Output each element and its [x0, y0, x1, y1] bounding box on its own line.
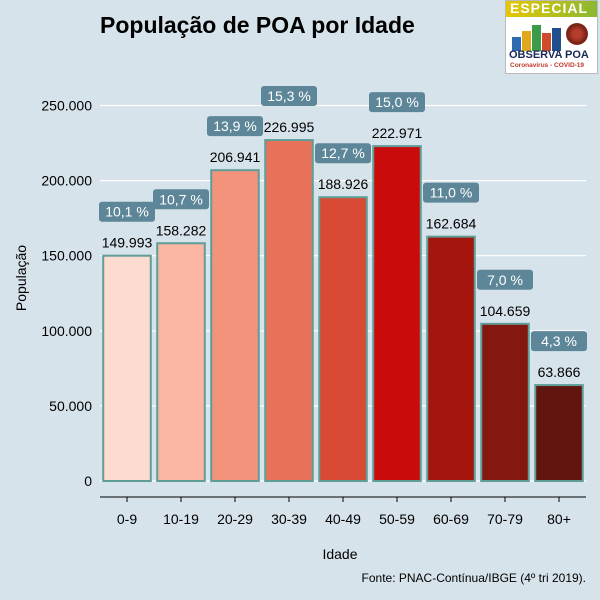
- observa-poa-logo: ESPECIAL OBSERVA POA Coronavirus - COVID…: [505, 0, 598, 74]
- value-label: 222.971: [372, 125, 423, 141]
- x-tick-label: 30-39: [271, 511, 307, 527]
- logo-name-text: OBSERVA POA: [509, 49, 589, 61]
- logo-building: [552, 28, 561, 51]
- y-tick-label: 0: [84, 473, 92, 489]
- logo-building: [542, 33, 551, 51]
- logo-building: [512, 37, 521, 51]
- percent-label: 4,3 %: [541, 333, 577, 349]
- x-tick-label: 40-49: [325, 511, 361, 527]
- percent-label-box: [261, 86, 317, 107]
- value-label: 188.926: [318, 176, 369, 192]
- y-tick-label: 250.000: [41, 98, 92, 114]
- percent-label: 11,0 %: [430, 185, 473, 201]
- logo-subtitle-text: Coronavirus - COVID-19: [510, 62, 585, 69]
- bar: [372, 145, 422, 482]
- bar: [480, 322, 530, 482]
- percent-label-box: [369, 92, 425, 113]
- value-label: 104.659: [480, 303, 531, 319]
- logo-banner: [506, 1, 597, 17]
- x-tick-label: 70-79: [487, 511, 523, 527]
- percent-label-box: [315, 143, 371, 164]
- value-label: 149.993: [102, 235, 153, 251]
- value-label: 162.684: [426, 216, 477, 232]
- y-tick-label: 50.000: [49, 398, 92, 414]
- bar: [534, 384, 584, 483]
- percent-label-box: [531, 331, 587, 352]
- percent-label-box: [99, 201, 155, 222]
- x-tick-label: 60-69: [433, 511, 469, 527]
- bar: [102, 254, 152, 482]
- bar-layer: [102, 139, 584, 483]
- percent-label-box: [423, 182, 479, 203]
- x-tick-label: 80+: [547, 511, 571, 527]
- x-tick-label: 0-9: [117, 511, 137, 527]
- logo-building: [532, 25, 541, 51]
- bar: [426, 235, 476, 482]
- value-label: 206.941: [210, 149, 261, 165]
- logo-building: [522, 31, 531, 51]
- chart-title: População de POA por Idade: [100, 12, 415, 38]
- percent-label: 15,3 %: [267, 88, 311, 104]
- bar: [210, 169, 260, 482]
- percent-label-box: [477, 269, 533, 290]
- y-tick-label: 100.000: [41, 323, 92, 339]
- virus-icon: [566, 23, 588, 45]
- x-tick-label: 50-59: [379, 511, 415, 527]
- axis-layer: 0 50.000 100.000 150.000 200.000 250.000 0-9 10…: [41, 98, 586, 527]
- x-tick-label: 10-19: [163, 511, 199, 527]
- x-axis-title: Idade: [322, 546, 357, 562]
- value-label: 226.995: [264, 119, 315, 135]
- percent-label: 15,0 %: [375, 94, 419, 110]
- source-note: Fonte: PNAC-Contínua/IBGE (4º tri 2019).: [361, 571, 586, 585]
- percent-label: 13,9 %: [213, 118, 257, 134]
- y-tick-label: 200.000: [41, 173, 92, 189]
- logo-special-text: ESPECIAL: [510, 0, 589, 16]
- label-layer: 149.993 10,1 % 158.282 10,7 % 206.941 13,9 % 2…: [99, 86, 587, 380]
- bar: [264, 139, 314, 483]
- value-label: 63.866: [538, 364, 581, 380]
- percent-label: 10,7 %: [159, 191, 203, 207]
- percent-label-box: [207, 116, 263, 137]
- y-axis-title: População: [13, 245, 29, 311]
- bar: [318, 196, 368, 482]
- percent-label-box: [153, 189, 209, 210]
- percent-label: 10,1 %: [105, 204, 149, 220]
- x-tick-label: 20-29: [217, 511, 253, 527]
- bar: [156, 242, 206, 482]
- percent-label: 7,0 %: [487, 272, 523, 288]
- value-label: 158.282: [156, 222, 207, 238]
- y-tick-label: 150.000: [41, 248, 92, 264]
- percent-label: 12,7 %: [321, 145, 365, 161]
